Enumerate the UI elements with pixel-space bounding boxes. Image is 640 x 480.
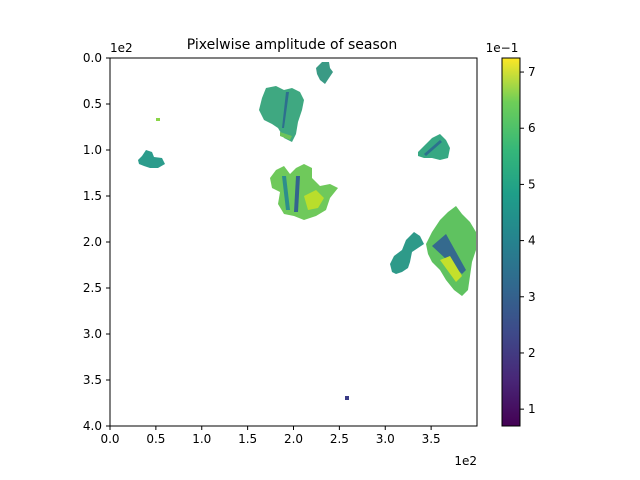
colorbar-tick-label: 2 [528, 346, 536, 360]
region-right-upper-stripe [424, 140, 442, 156]
region-bottom-dot [345, 396, 349, 400]
x-offset-text: 1e2 [454, 454, 477, 468]
y-tick-label: 0.0 [83, 51, 102, 65]
colorbar-tick-label: 6 [528, 121, 536, 135]
x-tick-label: 0.5 [146, 432, 165, 446]
x-tick-label: 1.0 [192, 432, 211, 446]
region-right-lower-stripe [432, 234, 466, 274]
y-tick-label: 1.0 [83, 143, 102, 157]
y-tick-label: 1.5 [83, 189, 102, 203]
x-tick-label: 3.0 [376, 432, 395, 446]
colorbar-offset-text: 1e−1 [486, 41, 519, 55]
y-tick-label: 3.0 [83, 327, 102, 341]
region-small-dot [156, 118, 160, 121]
colorbar-tick-label: 4 [528, 234, 536, 248]
region-central-bright [304, 190, 324, 210]
region-right-lower-small [390, 232, 424, 274]
y-tick-label: 2.5 [83, 281, 102, 295]
region-upper-left-stripe [282, 92, 289, 128]
data-regions [138, 62, 476, 400]
region-central-stripe-2 [282, 176, 290, 210]
colorbar [501, 57, 521, 427]
region-central-stripe [294, 176, 300, 212]
region-upper-left-cluster [259, 86, 304, 142]
y-offset-text: 1e2 [110, 41, 133, 55]
y-axis-ticks: 0.0 0.5 1.0 1.5 2.0 2.5 3.0 3.5 4.0 [83, 51, 110, 433]
x-tick-label: 3.5 [422, 432, 441, 446]
x-tick-label: 0.0 [100, 432, 119, 446]
region-upper-left-stripe-2 [280, 132, 292, 140]
colorbar-tick-label: 7 [528, 65, 536, 79]
y-tick-label: 2.0 [83, 235, 102, 249]
x-tick-label: 1.5 [238, 432, 257, 446]
colorbar-ticks: 1 2 3 4 5 6 7 [520, 65, 536, 416]
region-right-lower-bright [440, 256, 462, 282]
x-tick-label: 2.0 [284, 432, 303, 446]
x-axis-ticks: 0.0 0.5 1.0 1.5 2.0 2.5 3.0 3.5 [100, 426, 441, 446]
y-tick-label: 4.0 [83, 419, 102, 433]
chart-title: Pixelwise amplitude of season [187, 37, 397, 53]
region-left-patch [138, 150, 165, 168]
region-top-center-small [316, 62, 333, 84]
colorbar-tick-label: 5 [528, 177, 536, 191]
colorbar-tick-label: 3 [528, 290, 536, 304]
x-tick-label: 2.5 [330, 432, 349, 446]
y-tick-label: 0.5 [83, 97, 102, 111]
y-tick-label: 3.5 [83, 373, 102, 387]
colorbar-tick-label: 1 [528, 402, 536, 416]
